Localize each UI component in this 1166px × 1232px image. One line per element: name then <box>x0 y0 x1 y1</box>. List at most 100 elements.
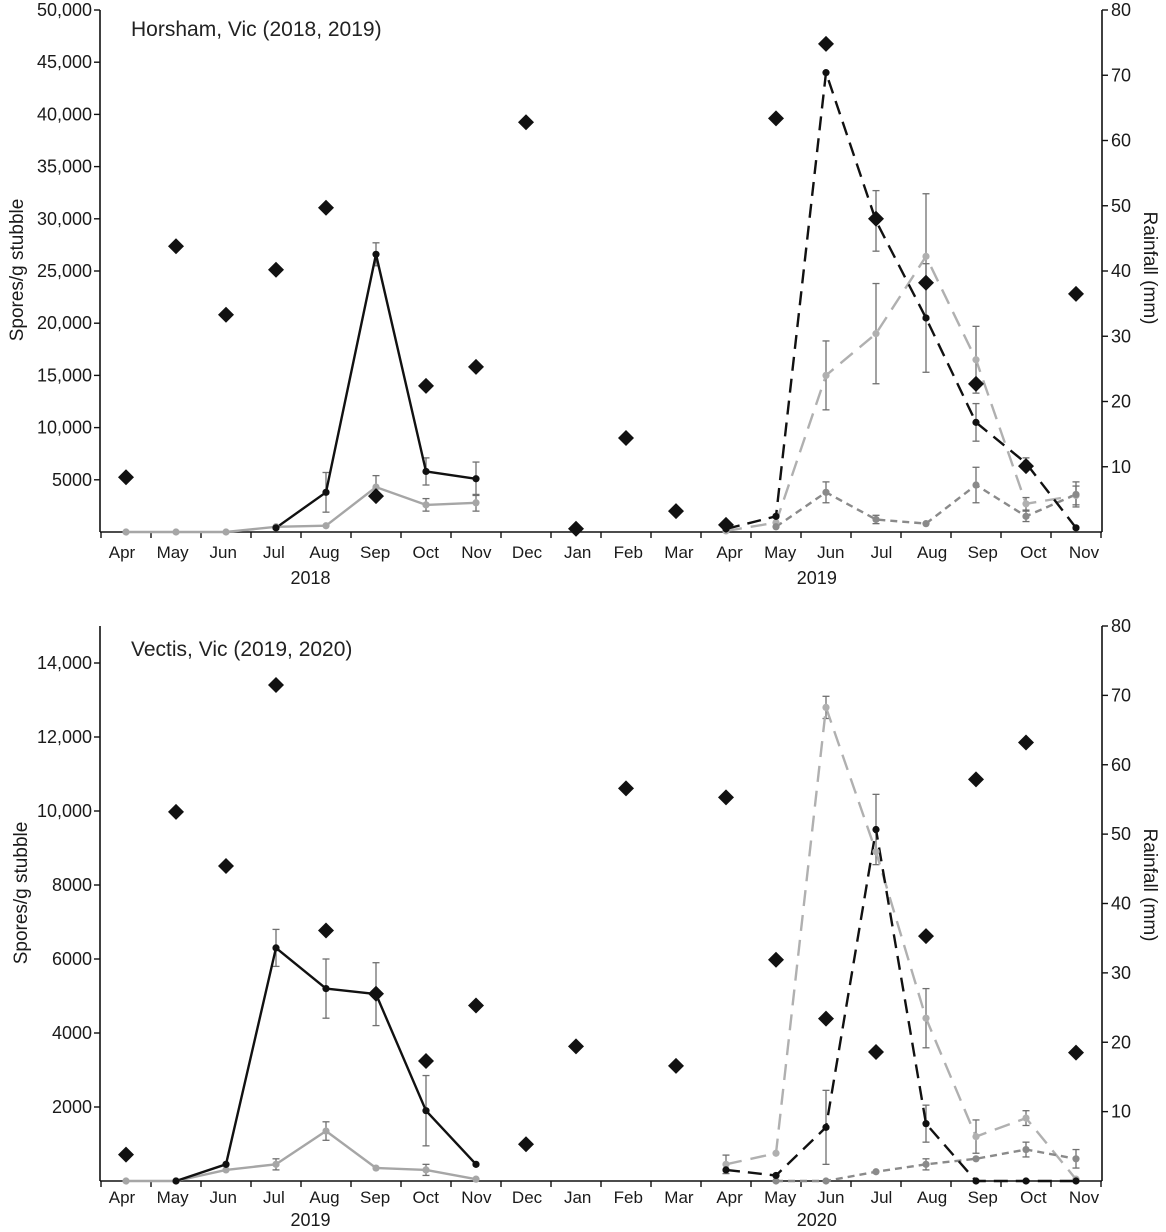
rainfall-marker <box>818 1010 834 1027</box>
month-label: Oct <box>1020 543 1047 562</box>
spores-data-point <box>1072 524 1080 532</box>
spores-data-point <box>422 467 430 476</box>
rainfall-marker <box>168 238 184 255</box>
rainfall-marker <box>868 1043 884 1060</box>
month-label: Jun <box>210 543 237 562</box>
rainfall-marker <box>268 261 284 278</box>
year-label: 2019 <box>290 1210 330 1230</box>
spores-data-point <box>772 1177 780 1185</box>
plot-area: 2000 4000 6000 8000 10,000 12,000 14,000 10 20 30… <box>37 616 1131 1230</box>
spores-series-line <box>725 71 1077 531</box>
spores-data-point <box>1022 1145 1030 1154</box>
y2-tick-label: 10 <box>1111 1102 1131 1122</box>
spores-data-point <box>972 1155 980 1163</box>
rainfall-marker <box>668 1057 684 1074</box>
rainfall-marker <box>1018 734 1034 751</box>
y-tick-label: 5000 <box>52 470 92 490</box>
y-axis-title: Spores/g stubble <box>7 199 28 342</box>
spores-data-point <box>822 1123 830 1131</box>
y-tick-label: 35,000 <box>37 157 92 177</box>
spores-data-point <box>1072 490 1080 499</box>
y-tick-label: 6000 <box>52 949 92 969</box>
spores-data-point <box>1072 1177 1080 1185</box>
y2-tick-label: 60 <box>1111 755 1131 775</box>
spores-data-point <box>922 520 930 528</box>
spores-series-line <box>126 485 477 534</box>
panel-vectis: Vectis, Vic (2019, 2020) Spores/g stubbl… <box>11 616 1160 1230</box>
rainfall-marker <box>318 199 334 216</box>
rainfall-marker <box>418 1052 434 1069</box>
month-label: Jul <box>871 543 893 562</box>
spores-data-point <box>172 528 180 536</box>
month-label: May <box>764 543 797 562</box>
spores-data-point <box>322 488 330 496</box>
spores-data-point <box>1022 512 1030 520</box>
rainfall-marker <box>318 922 334 939</box>
y2-tick-label: 50 <box>1111 824 1131 844</box>
month-label: Oct <box>1020 1188 1047 1207</box>
y-tick-label: 12,000 <box>37 727 92 747</box>
y2-tick-label: 20 <box>1111 392 1131 412</box>
y-tick-label: 14,000 <box>37 653 92 673</box>
y2-tick-label: 10 <box>1111 457 1131 477</box>
month-label: Jun <box>817 1188 844 1207</box>
y2-tick-label: 60 <box>1111 131 1131 151</box>
spores-data-point <box>1022 500 1030 508</box>
rainfall-marker <box>518 1136 534 1153</box>
spores-data-point <box>272 524 280 532</box>
spores-data-point <box>222 1160 230 1168</box>
month-label: Jul <box>871 1188 893 1207</box>
spores-data-point <box>172 1177 180 1185</box>
y-tick-label: 8000 <box>52 875 92 895</box>
month-label: Aug <box>917 1188 947 1207</box>
spores-data-point <box>222 528 230 536</box>
spores-data-point <box>322 1127 330 1135</box>
spores-data-point <box>872 825 880 834</box>
rainfall-marker <box>468 358 484 375</box>
spores-data-point <box>972 1177 980 1185</box>
month-label: Jul <box>263 543 285 562</box>
spores-data-point <box>922 1160 930 1168</box>
spores-data-point <box>972 481 980 489</box>
y-tick-label: 30,000 <box>37 209 92 229</box>
rainfall-marker <box>968 771 984 788</box>
spores-data-point <box>872 515 880 524</box>
spores-data-point <box>772 1171 780 1180</box>
rainfall-marker <box>1068 1044 1084 1061</box>
rainfall-marker <box>668 503 684 520</box>
month-label: May <box>157 1188 190 1207</box>
month-label: Dec <box>512 1188 543 1207</box>
spores-data-point <box>1072 1155 1080 1163</box>
month-label: Aug <box>309 543 339 562</box>
month-label: Sep <box>968 1188 998 1207</box>
spores-data-point <box>722 1160 730 1168</box>
month-label: Oct <box>413 543 440 562</box>
spores-data-point <box>922 314 930 322</box>
month-label: Apr <box>716 543 743 562</box>
y-tick-label: 10,000 <box>37 418 92 438</box>
month-label: Aug <box>917 543 947 562</box>
rainfall-marker <box>218 858 234 875</box>
spores-series-line <box>725 255 1077 533</box>
rainfall-marker <box>818 35 834 52</box>
spores-data-point <box>922 1014 930 1022</box>
spores-data-point <box>822 371 830 379</box>
spores-data-point <box>872 848 880 856</box>
month-label: Nov <box>461 1188 492 1207</box>
y-axis-title: Spores/g stubble <box>11 822 32 965</box>
y-tick-label: 20,000 <box>37 313 92 333</box>
y2-tick-label: 80 <box>1111 616 1131 636</box>
panel-horsham: Horsham, Vic (2018, 2019) Spores/g stubb… <box>7 0 1160 588</box>
rainfall-marker <box>468 997 484 1014</box>
month-label: Nov <box>461 543 492 562</box>
month-label: Mar <box>664 1188 694 1207</box>
rainfall-marker <box>418 377 434 394</box>
rainfall-marker <box>918 274 934 291</box>
rainfall-marker <box>118 469 134 486</box>
spores-data-point <box>422 501 430 509</box>
month-label: Dec <box>512 543 543 562</box>
rainfall-marker <box>718 516 734 533</box>
spores-data-point <box>822 69 830 77</box>
y2-tick-label: 30 <box>1111 326 1131 346</box>
